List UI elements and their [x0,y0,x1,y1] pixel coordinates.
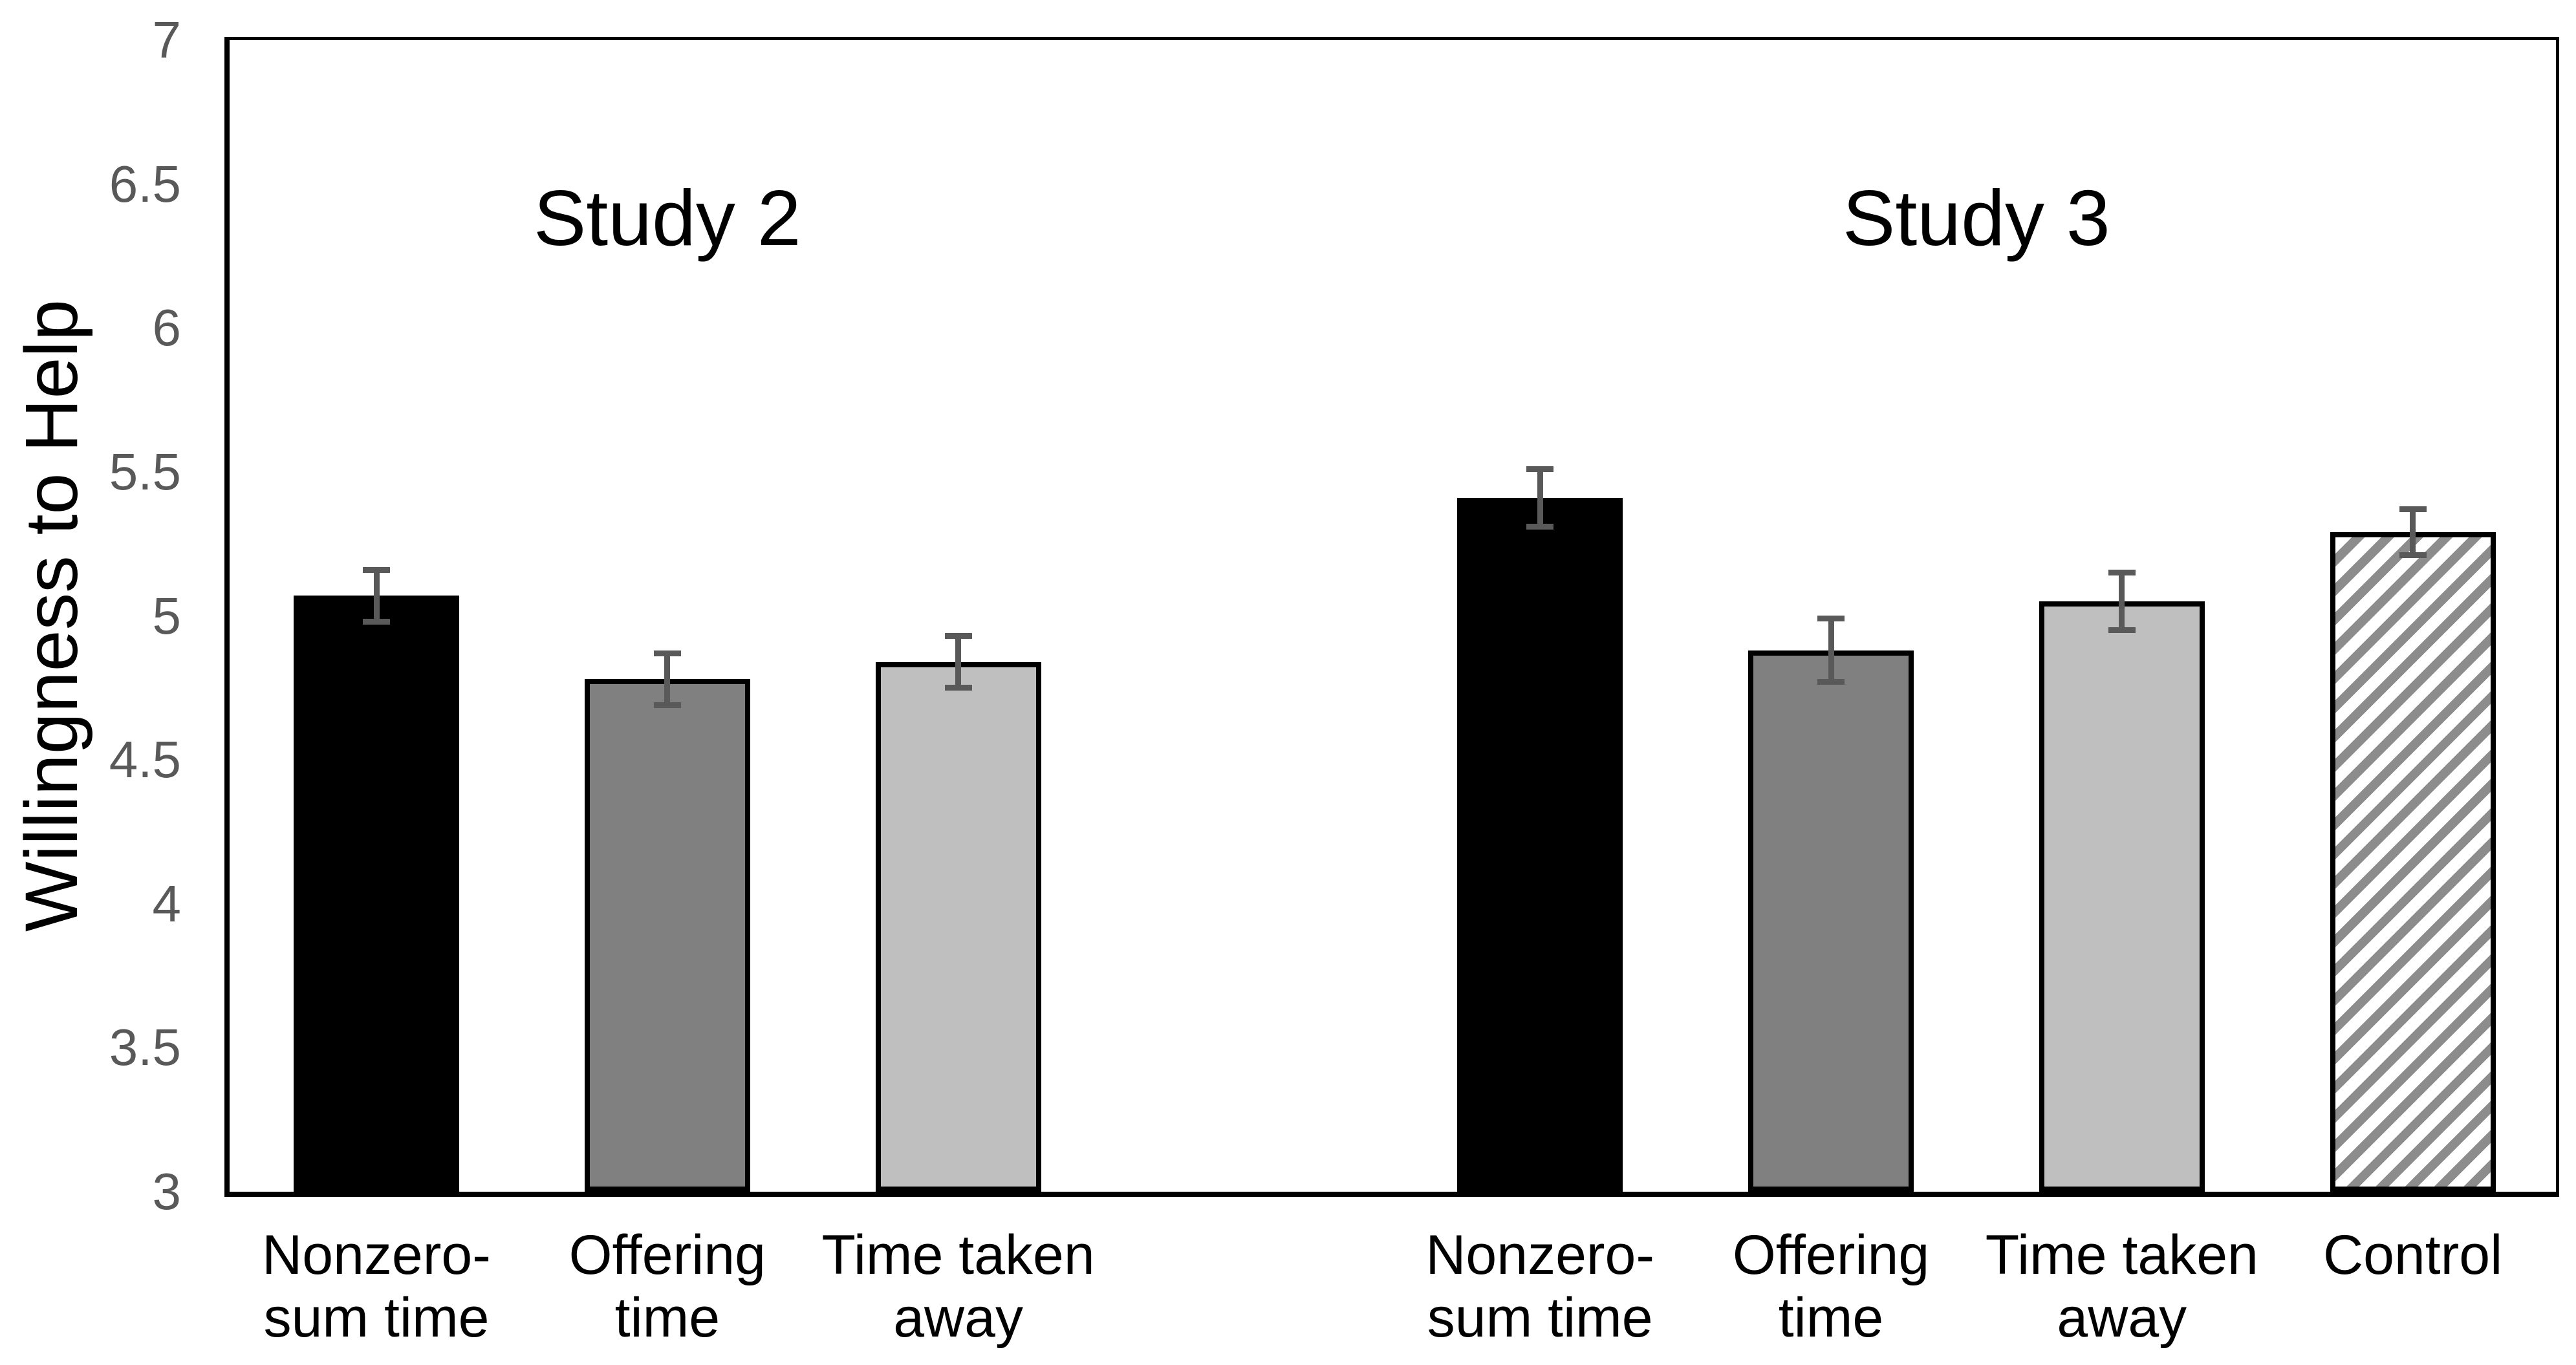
error-bar-cap-top [944,633,972,640]
category-label-offering-time: Offering time [568,1224,766,1349]
y-tick-label: 6.5 [109,155,181,213]
error-bar-cap-top [1817,616,1845,622]
error-bar-cap-top [653,650,681,656]
error-bar-cap-bottom [1526,523,1554,530]
error-bar-cap-bottom [363,618,390,625]
error-bar-cap-bottom [944,685,972,691]
group-title-study-2: Study 2 [533,174,801,262]
error-bar-stem [664,653,671,705]
category-label-time-taken-away: Time taken away [821,1224,1095,1349]
bar-study-3-nonzero-sum-time [1457,497,1623,1192]
error-bar-cap-top [363,566,390,573]
bar-study-3-offering-time [1748,650,1914,1192]
error-bar-stem [2119,572,2125,630]
category-label-nonzero-sum-time: Nonzero- sum time [262,1224,491,1349]
bar-study-3-time-taken-away [2039,601,2205,1192]
y-tick-label: 3 [152,1163,182,1220]
error-bar-stem [955,636,962,688]
error-bar-cap-bottom [2108,627,2136,634]
category-label-nonzero-sum-time: Nonzero- sum time [1425,1224,1655,1349]
error-bar-cap-bottom [2399,552,2427,559]
error-bar-stem [1828,618,1834,682]
y-tick-label: 5.5 [109,442,181,500]
y-tick-label: 4 [152,874,182,932]
error-bar-cap-bottom [1817,679,1845,685]
y-tick-label: 6 [152,299,182,357]
error-bar-stem [373,570,380,622]
category-label-offering-time: Offering time [1732,1224,1930,1349]
error-bar-cap-top [2399,506,2427,513]
group-title-study-3: Study 3 [1843,174,2110,262]
error-bar-cap-top [1526,466,1554,472]
error-bar-cap-top [2108,570,2136,576]
bar-study-2-offering-time [584,679,750,1192]
y-tick-label: 3.5 [109,1018,181,1077]
bar-study-2-nonzero-sum-time [294,596,459,1192]
error-bar-stem [2410,509,2416,555]
bar-study-2-time-taken-away [875,661,1041,1192]
error-bar-cap-bottom [653,702,681,709]
y-tick-label: 4.5 [109,731,181,789]
bar-study-3-control [2330,532,2496,1192]
y-tick-label: 5 [152,586,182,645]
error-bar-stem [1537,469,1543,527]
category-label-time-taken-away: Time taken away [1985,1224,2258,1349]
category-label-control: Control [2322,1224,2503,1286]
y-tick-label: 7 [152,11,182,69]
